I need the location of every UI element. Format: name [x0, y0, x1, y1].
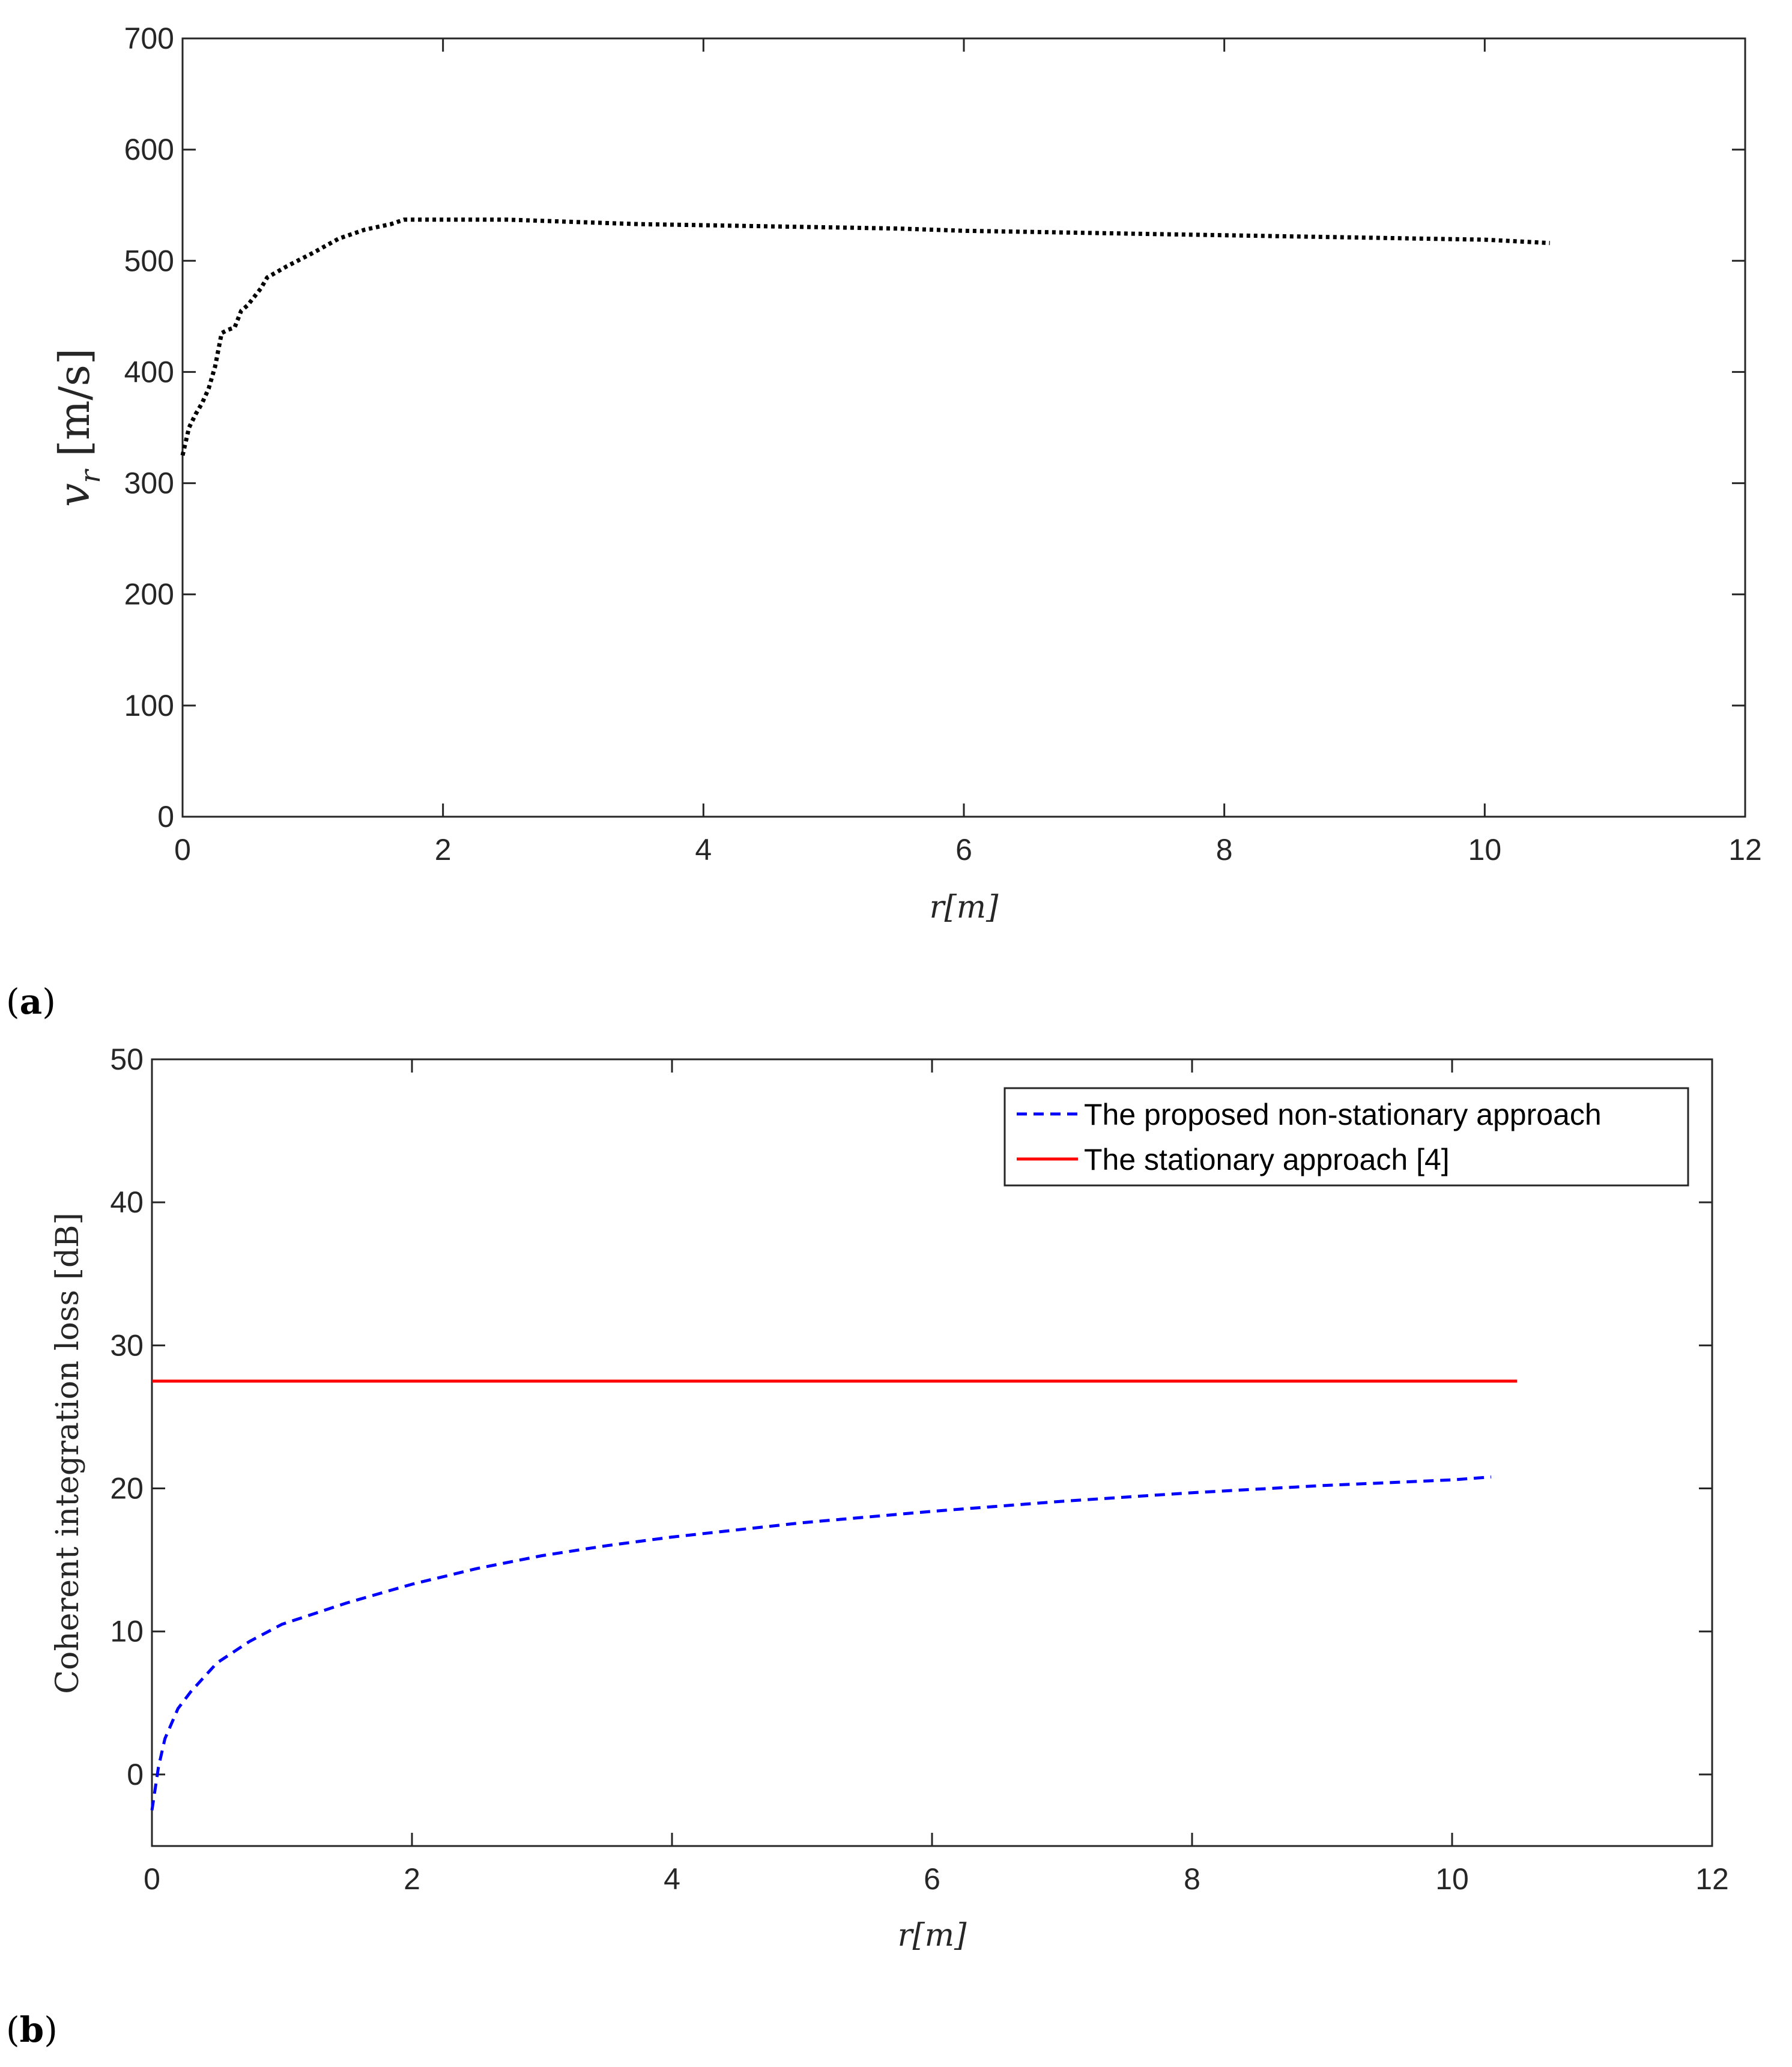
- chart-b-x-ticks: 0 2 4 6 8 10 12: [144, 1059, 1729, 1896]
- chart-b-x-tick-label: 8: [1184, 1862, 1200, 1896]
- chart-a: 0 2 4 6 8 10 12 0 100 200 300 400 500 600 700 r[m] vr…: [50, 22, 1762, 925]
- chart-b-y-axis-label: Coherent integration loss [dB]: [50, 1212, 86, 1694]
- chart-b-series-line-0: [150, 1475, 1492, 1811]
- panel-label-a: (a): [6, 981, 56, 1022]
- chart-a-y-tick-label: 700: [124, 22, 174, 55]
- chart-b-x-tick-label: 0: [144, 1862, 160, 1896]
- chart-a-x-ticks: 0 2 4 6 8 10 12: [174, 38, 1762, 867]
- chart-a-y-axis-label-symbol: v: [50, 483, 99, 507]
- chart-b-x-tick-label: 6: [924, 1862, 940, 1896]
- chart-b-legend-box: [1003, 1087, 1689, 1187]
- chart-b-y-tick-label: 40: [110, 1185, 144, 1219]
- chart-a-y-tick-label: 0: [157, 800, 174, 834]
- chart-a-y-ticks: 0 100 200 300 400 500 600 700: [124, 22, 1745, 834]
- chart-b-x-tick-label: 2: [404, 1862, 420, 1896]
- chart-b-x-axis-label: r[m]: [898, 1917, 967, 1954]
- chart-a-y-tick-label: 100: [124, 689, 174, 722]
- chart-b-x-tick-label: 10: [1435, 1862, 1469, 1896]
- chart-b-y-tick-label: 50: [110, 1043, 144, 1076]
- chart-b-series: [150, 1379, 1518, 1811]
- chart-b-y-ticks: 0 10 20 30 40 50: [110, 1043, 1712, 1791]
- chart-a-x-tick-label: 2: [435, 833, 452, 867]
- panel-label-b: (b): [6, 2009, 58, 2050]
- chart-a-plot-area: [181, 37, 1746, 818]
- chart-a-y-axis-label-units: [m/s]: [50, 348, 99, 470]
- legend-label-nonstationary: The proposed non-stationary approach: [1084, 1098, 1602, 1131]
- chart-a-y-tick-label: 600: [124, 133, 174, 166]
- chart-b-x-tick-label: 4: [664, 1862, 680, 1896]
- chart-b-y-tick-label: 30: [110, 1328, 144, 1362]
- chart-a-x-tick-label: 4: [695, 833, 712, 867]
- chart-a-x-tick-label: 0: [174, 833, 191, 867]
- chart-b-y-tick-label: 0: [127, 1758, 144, 1791]
- chart-a-x-axis-label: r[m]: [930, 889, 999, 925]
- chart-b-y-tick-label: 20: [110, 1472, 144, 1506]
- chart-a-y-tick-label: 300: [124, 467, 174, 500]
- chart-b-x-tick-label: 12: [1695, 1862, 1729, 1896]
- chart-a-y-axis-label: vr [m/s]: [50, 348, 106, 507]
- chart-a-x-tick-label: 8: [1216, 833, 1233, 867]
- chart-a-series: [180, 217, 1550, 456]
- legend-label-stationary: The stationary approach [4]: [1084, 1143, 1450, 1176]
- chart-b: 0 2 4 6 8 10 12 0 10 20 30 40 50 r[m] Coherent inte…: [50, 1043, 1729, 1954]
- chart-a-y-tick-label: 500: [124, 244, 174, 277]
- chart-a-y-tick-label: 400: [124, 355, 174, 389]
- chart-a-x-tick-label: 10: [1468, 833, 1502, 867]
- chart-a-series-line-0: [180, 217, 1550, 456]
- chart-b-y-tick-label: 10: [110, 1615, 144, 1648]
- chart-b-legend: The proposed non-stationary approach The…: [1003, 1087, 1689, 1187]
- chart-a-y-axis-label-subscript: r: [74, 468, 106, 483]
- chart-a-x-tick-label: 6: [955, 833, 972, 867]
- chart-a-y-tick-label: 200: [124, 578, 174, 611]
- chart-a-x-tick-label: 12: [1728, 833, 1762, 867]
